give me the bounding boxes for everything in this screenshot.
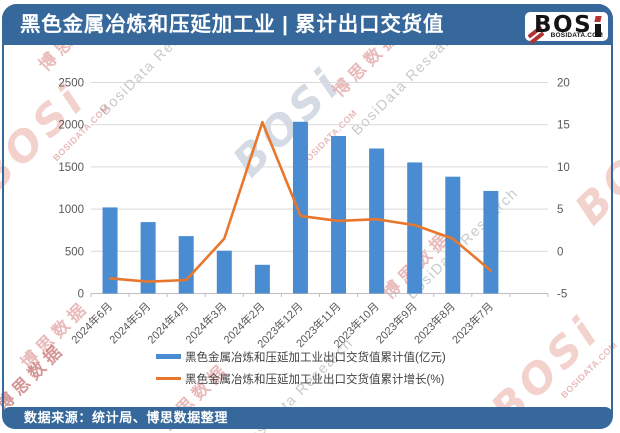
left-axis-tick-label: 1500 [58,162,84,174]
bar [445,176,461,294]
left-axis-tick-label: 0 [78,289,84,301]
bar [369,148,385,294]
logo-brand-text: BOS [534,13,602,38]
page-title: 黑色金属冶炼和压延加工业 | 累计出口交货值 [20,13,445,36]
right-axis-tick-label: 15 [557,120,570,132]
left-axis-tick-label: 1000 [58,204,84,216]
line-series [108,120,493,284]
logo-site-text: BOSIDATA.COM [550,32,603,39]
header-bar: 黑色金属冶炼和压延加工业 | 累计出口交货值 [2,4,613,45]
right-axis-tick-label: 10 [557,162,570,174]
left-axis-tick-label: 2000 [58,120,84,132]
data-source-label: 数据来源：统计局、博思数据整理 [24,410,229,425]
right-axis-tick-label: 5 [557,204,563,216]
legend-item-bar: 黑色金属冶炼和压延加工业出口交货值累计值(亿元) [156,348,446,365]
category-label: 2023年7月 [449,299,496,346]
right-axis-tick-label: -5 [557,289,567,301]
bar [102,207,118,294]
bar [216,250,232,294]
left-axis-tick-label: 2500 [58,78,84,90]
bar [254,264,270,294]
right-axis-tick-label: 20 [557,78,570,90]
bar [483,190,499,294]
legend-line-swatch-icon [156,377,181,380]
legend-item-line: 黑色金属冶炼和压延加工业出口交货值累计增长(%) [156,370,446,387]
legend-line-label: 黑色金属冶炼和压延加工业出口交货值累计增长(%) [185,373,445,386]
right-axis-tick-label: 0 [557,246,563,258]
bar [178,236,194,294]
bar [292,121,308,294]
legend-bar-swatch-icon [156,354,181,359]
logo-letter-i [594,16,602,37]
bosi-logo: BOS BOSIDATA.COM [525,12,608,45]
legend-bar-label: 黑色金属冶炼和压延加工业出口交货值累计值(亿元) [185,351,446,364]
left-axis-tick-label: 500 [65,246,84,258]
bar [407,162,423,294]
bar [140,222,156,294]
bar [331,136,347,294]
footer-bar: 数据来源：统计局、博思数据整理 [2,407,613,429]
chart-legend: 黑色金属冶炼和压延加工业出口交货值累计值(亿元) 黑色金属冶炼和压延加工业出口交… [156,348,446,392]
